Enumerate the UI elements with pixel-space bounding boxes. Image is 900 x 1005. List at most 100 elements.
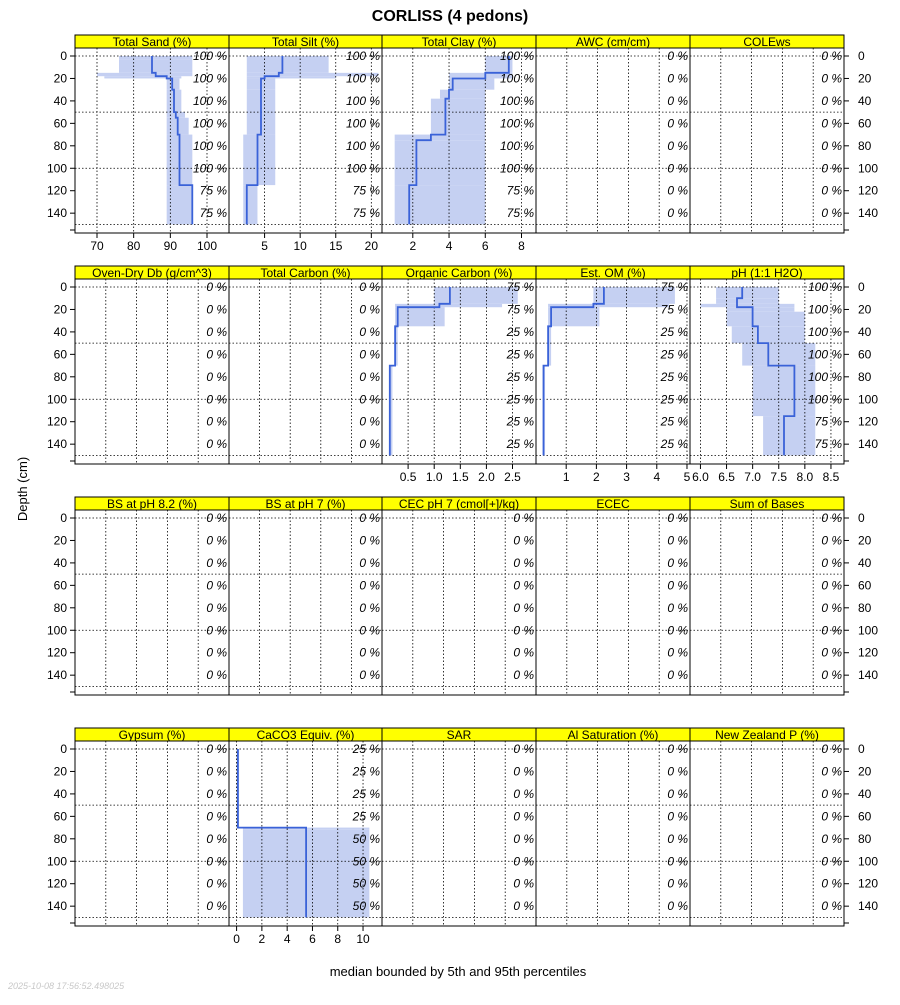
panel: Total Clay (%)100 %100 %100 %100 %100 %1… bbox=[381, 34, 537, 253]
contributing-fraction-label: 0 % bbox=[359, 347, 380, 361]
contributing-fraction-label: 0 % bbox=[206, 511, 227, 525]
y-tick-label-left: 40 bbox=[54, 325, 68, 339]
y-tick-label-right: 120 bbox=[858, 646, 878, 660]
contributing-fraction-label: 25 % bbox=[660, 325, 689, 339]
y-axis-label: Depth (cm) bbox=[15, 457, 30, 521]
panel: Total Silt (%) 100 % 100 % 100 % 100 % 100 % 1… bbox=[228, 34, 383, 253]
contributing-fraction-label: 0 % bbox=[359, 578, 380, 592]
contributing-fraction-label: 0 % bbox=[206, 809, 227, 823]
percentile-band bbox=[430, 98, 486, 135]
y-tick-label-left: 60 bbox=[54, 347, 68, 361]
panel-label: Total Silt (%) bbox=[272, 35, 339, 49]
contributing-fraction-label: 0 % bbox=[359, 556, 380, 570]
contributing-fraction-label: 100 % bbox=[808, 280, 842, 294]
y-tick-label-left: 140 bbox=[47, 668, 67, 682]
percentile-band bbox=[246, 72, 379, 77]
y-tick-label-left: 140 bbox=[47, 899, 67, 913]
contributing-fraction-label: 0 % bbox=[359, 392, 380, 406]
contributing-fraction-label: 25 % bbox=[660, 415, 689, 429]
panel-label: pH (1:1 H2O) bbox=[731, 266, 802, 280]
percentile-band bbox=[700, 303, 795, 308]
contributing-fraction-label: 50 % bbox=[353, 899, 381, 913]
percentile-band bbox=[246, 76, 336, 79]
contributing-fraction-label: 25 % bbox=[660, 392, 689, 406]
contributing-fraction-label: 100 % bbox=[808, 392, 842, 406]
y-tick-label-right: 0 bbox=[858, 511, 865, 525]
y-tick-label-right: 80 bbox=[858, 832, 872, 846]
percentile-band bbox=[395, 307, 445, 327]
x-tick-label: 4 bbox=[284, 932, 291, 946]
contributing-fraction-label: 25 % bbox=[352, 742, 381, 756]
panel: Oven-Dry Db (g/cm^3)0 %0 %0 %0 %0 %0 %0 … bbox=[74, 265, 230, 465]
y-tick-label-right: 20 bbox=[858, 302, 872, 316]
panel-border bbox=[689, 47, 845, 234]
contributing-fraction-label: 0 % bbox=[513, 668, 534, 682]
percentile-band bbox=[394, 185, 486, 225]
panel-label: Sum of Bases bbox=[730, 497, 805, 511]
contributing-fraction-label: 25 % bbox=[352, 787, 381, 801]
contributing-fraction-label: 0 % bbox=[821, 854, 842, 868]
contributing-fraction-label: 25 % bbox=[660, 370, 689, 384]
panel-border bbox=[689, 278, 845, 465]
contributing-fraction-label: 0 % bbox=[821, 206, 842, 220]
contributing-fraction-label: 100 % bbox=[500, 139, 534, 153]
contributing-fraction-label: 25 % bbox=[352, 764, 381, 778]
contributing-fraction-label: 0 % bbox=[667, 184, 688, 198]
percentile-band bbox=[389, 365, 393, 456]
contributing-fraction-label: 0 % bbox=[359, 325, 380, 339]
contributing-fraction-label: 75 % bbox=[815, 437, 843, 451]
contributing-fraction-label: 25 % bbox=[506, 392, 535, 406]
contributing-fraction-label: 0 % bbox=[206, 437, 227, 451]
y-tick-label-right: 80 bbox=[858, 370, 872, 384]
contributing-fraction-label: 100 % bbox=[346, 116, 380, 130]
contributing-fraction-label: 25 % bbox=[506, 347, 535, 361]
contributing-fraction-label: 75 % bbox=[507, 184, 535, 198]
contributing-fraction-label: 100 % bbox=[500, 49, 534, 63]
contributing-fraction-label: 0 % bbox=[667, 94, 688, 108]
contributing-fraction-label: 0 % bbox=[206, 877, 227, 891]
y-tick-label-right: 120 bbox=[858, 415, 878, 429]
panel-label: New Zealand P (%) bbox=[715, 728, 819, 742]
percentile-band bbox=[243, 185, 258, 225]
contributing-fraction-label: 0 % bbox=[821, 787, 842, 801]
median-line bbox=[388, 287, 451, 456]
x-tick-label: 0.5 bbox=[400, 470, 417, 484]
median-line bbox=[542, 287, 605, 456]
x-tick-label: 1.5 bbox=[452, 470, 469, 484]
percentile-band bbox=[119, 56, 193, 60]
contributing-fraction-label: 100 % bbox=[808, 325, 842, 339]
x-tick-label: 1.0 bbox=[426, 470, 443, 484]
y-tick-label-right: 60 bbox=[858, 347, 872, 361]
x-tick-label: 20 bbox=[365, 239, 379, 253]
contributing-fraction-label: 25 % bbox=[506, 415, 535, 429]
x-tick-label: 8 bbox=[334, 932, 341, 946]
y-tick-label-right: 80 bbox=[858, 139, 872, 153]
contributing-fraction-label: 0 % bbox=[206, 325, 227, 339]
y-tick-label-left: 40 bbox=[54, 787, 68, 801]
panel: pH (1:1 H2O) 100 % 100 % 100 % 100 % 100 % 100… bbox=[689, 265, 845, 484]
y-tick-label-left: 40 bbox=[54, 94, 68, 108]
x-tick-label: 6 bbox=[309, 932, 316, 946]
contributing-fraction-label: 0 % bbox=[821, 139, 842, 153]
percentile-band bbox=[593, 287, 675, 304]
panel-label: Total Sand (%) bbox=[113, 35, 192, 49]
y-tick-label-left: 0 bbox=[60, 742, 67, 756]
contributing-fraction-label: 0 % bbox=[206, 578, 227, 592]
contributing-fraction-label: 0 % bbox=[821, 742, 842, 756]
contributing-fraction-label: 0 % bbox=[821, 899, 842, 913]
percentile-band bbox=[485, 56, 513, 73]
y-tick-label-left: 120 bbox=[47, 646, 67, 660]
contributing-fraction-label: 50 % bbox=[353, 854, 381, 868]
x-tick-label: 2 bbox=[409, 239, 416, 253]
contributing-fraction-label: 0 % bbox=[206, 854, 227, 868]
contributing-fraction-label: 25 % bbox=[660, 347, 689, 361]
y-tick-label-right: 100 bbox=[858, 392, 878, 406]
y-tick-label-right: 20 bbox=[858, 764, 872, 778]
y-tick-label-right: 0 bbox=[858, 280, 865, 294]
contributing-fraction-label: 0 % bbox=[359, 533, 380, 547]
contributing-fraction-label: 0 % bbox=[359, 415, 380, 429]
y-tick-label-left: 80 bbox=[54, 601, 68, 615]
y-tick-label-right: 60 bbox=[858, 578, 872, 592]
contributing-fraction-label: 0 % bbox=[667, 764, 688, 778]
contributing-fraction-label: 50 % bbox=[353, 832, 381, 846]
